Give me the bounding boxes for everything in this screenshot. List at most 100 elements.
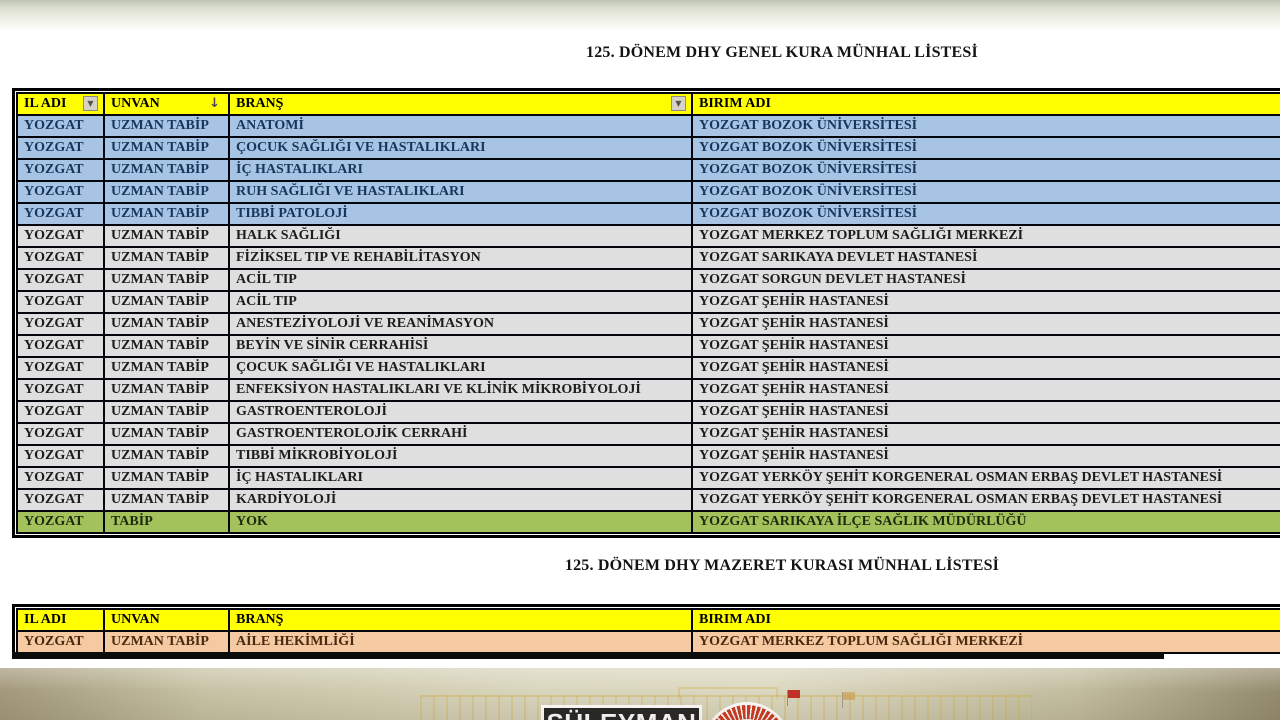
cell[interactable]: ACİL TIP bbox=[228, 268, 693, 292]
table-row: YOZGAT UZMAN TABİP TIBBİ PATOLOJİ YOZGAT BO… bbox=[16, 202, 1280, 226]
column-header-branş[interactable]: BRANŞ ▼ bbox=[228, 92, 693, 116]
sort-down-arrow-icon[interactable]: ↓ bbox=[209, 96, 220, 111]
cell[interactable]: ÇOCUK SAĞLIĞI VE HASTALIKLARI bbox=[228, 356, 693, 380]
cell[interactable]: YOZGAT ŞEHİR HASTANESİ bbox=[691, 444, 1280, 468]
cell[interactable]: YOZGAT ŞEHİR HASTANESİ bbox=[691, 356, 1280, 380]
cell[interactable]: YOZGAT ŞEHİR HASTANESİ bbox=[691, 378, 1280, 402]
column-header-il-adi[interactable]: IL ADI bbox=[16, 608, 105, 632]
cell[interactable]: YOZGAT bbox=[16, 290, 105, 314]
footer-banner: SÜLEYMAN bbox=[0, 668, 1280, 720]
cell[interactable]: YOZGAT MERKEZ TOPLUM SAĞLIĞI MERKEZİ bbox=[691, 630, 1280, 654]
cell[interactable]: UZMAN TABİP bbox=[103, 158, 230, 182]
cell[interactable]: YOZGAT BOZOK ÜNİVERSİTESİ bbox=[691, 114, 1280, 138]
cell[interactable]: YOZGAT YERKÖY ŞEHİT KORGENERAL OSMAN ERB… bbox=[691, 466, 1280, 490]
cell[interactable]: UZMAN TABİP bbox=[103, 114, 230, 138]
column-header-birim-adi[interactable]: BIRIM ADI bbox=[691, 608, 1280, 632]
table-row: YOZGAT UZMAN TABİP ÇOCUK SAĞLIĞI VE HASTAL… bbox=[16, 136, 1280, 160]
cell[interactable]: GASTROENTEROLOJİK CERRAHİ bbox=[228, 422, 693, 446]
cell[interactable]: TIBBİ PATOLOJİ bbox=[228, 202, 693, 226]
cell[interactable]: UZMAN TABİP bbox=[103, 180, 230, 204]
cell[interactable]: YOZGAT bbox=[16, 114, 105, 138]
cell[interactable]: UZMAN TABİP bbox=[103, 202, 230, 226]
cell[interactable]: YOZGAT bbox=[16, 356, 105, 380]
cell[interactable]: YOZGAT ŞEHİR HASTANESİ bbox=[691, 334, 1280, 358]
cell[interactable]: UZMAN TABİP bbox=[103, 488, 230, 512]
table-row: YOZGAT UZMAN TABİP KARDİYOLOJİ YOZGAT YERKÖ… bbox=[16, 488, 1280, 512]
cell[interactable]: YOZGAT bbox=[16, 378, 105, 402]
cell[interactable]: YOZGAT BOZOK ÜNİVERSİTESİ bbox=[691, 158, 1280, 182]
cell[interactable]: YOZGAT bbox=[16, 246, 105, 270]
cell[interactable]: ENFEKSİYON HASTALIKLARI VE KLİNİK MİKROB… bbox=[228, 378, 693, 402]
cell[interactable]: YOK bbox=[228, 510, 693, 534]
cell[interactable]: YOZGAT bbox=[16, 334, 105, 358]
cell[interactable]: YOZGAT bbox=[16, 312, 105, 336]
cell[interactable]: YOZGAT SORGUN DEVLET HASTANESİ bbox=[691, 268, 1280, 292]
table-row: YOZGAT UZMAN TABİP ENFEKSİYON HASTALIKLARI… bbox=[16, 378, 1280, 402]
cell[interactable]: YOZGAT BOZOK ÜNİVERSİTESİ bbox=[691, 136, 1280, 160]
column-header-birim-adi[interactable]: BIRIM ADI bbox=[691, 92, 1280, 116]
cell[interactable]: AİLE HEKİMLİĞİ bbox=[228, 630, 693, 654]
header-row: IL ADI UNVAN BRANŞ BIRIM ADI bbox=[16, 608, 1280, 632]
table-row: YOZGAT UZMAN TABİP GASTROENTEROLOJİK CERRA… bbox=[16, 422, 1280, 446]
cell[interactable]: UZMAN TABİP bbox=[103, 136, 230, 160]
column-header-il-adi[interactable]: IL ADI ▼ bbox=[16, 92, 105, 116]
cell[interactable]: UZMAN TABİP bbox=[103, 466, 230, 490]
cell[interactable]: YOZGAT bbox=[16, 400, 105, 424]
column-header-label: IL ADI bbox=[24, 612, 67, 627]
cell[interactable]: YOZGAT SARIKAYA DEVLET HASTANESİ bbox=[691, 246, 1280, 270]
cell[interactable]: TABİP bbox=[103, 510, 230, 534]
cell[interactable]: YOZGAT YERKÖY ŞEHİT KORGENERAL OSMAN ERB… bbox=[691, 488, 1280, 512]
cell[interactable]: YOZGAT bbox=[16, 268, 105, 292]
cell[interactable]: HALK SAĞLIĞI bbox=[228, 224, 693, 248]
cell[interactable]: TIBBİ MİKROBİYOLOJİ bbox=[228, 444, 693, 468]
cell[interactable]: UZMAN TABİP bbox=[103, 224, 230, 248]
cell[interactable]: UZMAN TABİP bbox=[103, 312, 230, 336]
cell[interactable]: İÇ HASTALIKLARI bbox=[228, 158, 693, 182]
filter-dropdown-icon[interactable]: ▼ bbox=[83, 96, 98, 111]
cell[interactable]: ANATOMİ bbox=[228, 114, 693, 138]
cell[interactable]: ANESTEZİYOLOJİ VE REANİMASYON bbox=[228, 312, 693, 336]
cell[interactable]: UZMAN TABİP bbox=[103, 400, 230, 424]
cell[interactable]: UZMAN TABİP bbox=[103, 422, 230, 446]
cell[interactable]: FİZİKSEL TIP VE REHABİLİTASYON bbox=[228, 246, 693, 270]
cell[interactable]: YOZGAT bbox=[16, 422, 105, 446]
cell[interactable]: KARDİYOLOJİ bbox=[228, 488, 693, 512]
cell[interactable]: YOZGAT bbox=[16, 158, 105, 182]
cell[interactable]: UZMAN TABİP bbox=[103, 334, 230, 358]
table-row: YOZGAT UZMAN TABİP RUH SAĞLIĞI VE HASTALIK… bbox=[16, 180, 1280, 204]
cell[interactable]: YOZGAT bbox=[16, 136, 105, 160]
cell[interactable]: YOZGAT bbox=[16, 202, 105, 226]
cell[interactable]: UZMAN TABİP bbox=[103, 268, 230, 292]
filter-dropdown-icon[interactable]: ▼ bbox=[671, 96, 686, 111]
cell[interactable]: YOZGAT bbox=[16, 630, 105, 654]
cell[interactable]: YOZGAT ŞEHİR HASTANESİ bbox=[691, 400, 1280, 424]
cell[interactable]: YOZGAT BOZOK ÜNİVERSİTESİ bbox=[691, 202, 1280, 226]
column-header-branş[interactable]: BRANŞ bbox=[228, 608, 693, 632]
cell[interactable]: YOZGAT bbox=[16, 444, 105, 468]
column-header-unvan[interactable]: UNVAN bbox=[103, 608, 230, 632]
cell[interactable]: RUH SAĞLIĞI VE HASTALIKLARI bbox=[228, 180, 693, 204]
cell[interactable]: YOZGAT bbox=[16, 180, 105, 204]
cell[interactable]: ÇOCUK SAĞLIĞI VE HASTALIKLARI bbox=[228, 136, 693, 160]
cell[interactable]: UZMAN TABİP bbox=[103, 246, 230, 270]
cell[interactable]: GASTROENTEROLOJİ bbox=[228, 400, 693, 424]
cell[interactable]: YOZGAT bbox=[16, 224, 105, 248]
cell[interactable]: UZMAN TABİP bbox=[103, 356, 230, 380]
column-header-unvan[interactable]: UNVAN ↓ bbox=[103, 92, 230, 116]
cell[interactable]: YOZGAT SARIKAYA İLÇE SAĞLIK MÜDÜRLÜĞÜ bbox=[691, 510, 1280, 534]
cell[interactable]: YOZGAT MERKEZ TOPLUM SAĞLIĞI MERKEZİ bbox=[691, 224, 1280, 248]
cell[interactable]: YOZGAT bbox=[16, 488, 105, 512]
cell[interactable]: ACİL TIP bbox=[228, 290, 693, 314]
cell[interactable]: BEYİN VE SİNİR CERRAHİSİ bbox=[228, 334, 693, 358]
cell[interactable]: İÇ HASTALIKLARI bbox=[228, 466, 693, 490]
cell[interactable]: UZMAN TABİP bbox=[103, 290, 230, 314]
cell[interactable]: UZMAN TABİP bbox=[103, 630, 230, 654]
cell[interactable]: UZMAN TABİP bbox=[103, 378, 230, 402]
cell[interactable]: YOZGAT ŞEHİR HASTANESİ bbox=[691, 312, 1280, 336]
cell[interactable]: UZMAN TABİP bbox=[103, 444, 230, 468]
cell[interactable]: YOZGAT bbox=[16, 510, 105, 534]
cell[interactable]: YOZGAT bbox=[16, 466, 105, 490]
cell[interactable]: YOZGAT BOZOK ÜNİVERSİTESİ bbox=[691, 180, 1280, 204]
cell[interactable]: YOZGAT ŞEHİR HASTANESİ bbox=[691, 290, 1280, 314]
cell[interactable]: YOZGAT ŞEHİR HASTANESİ bbox=[691, 422, 1280, 446]
